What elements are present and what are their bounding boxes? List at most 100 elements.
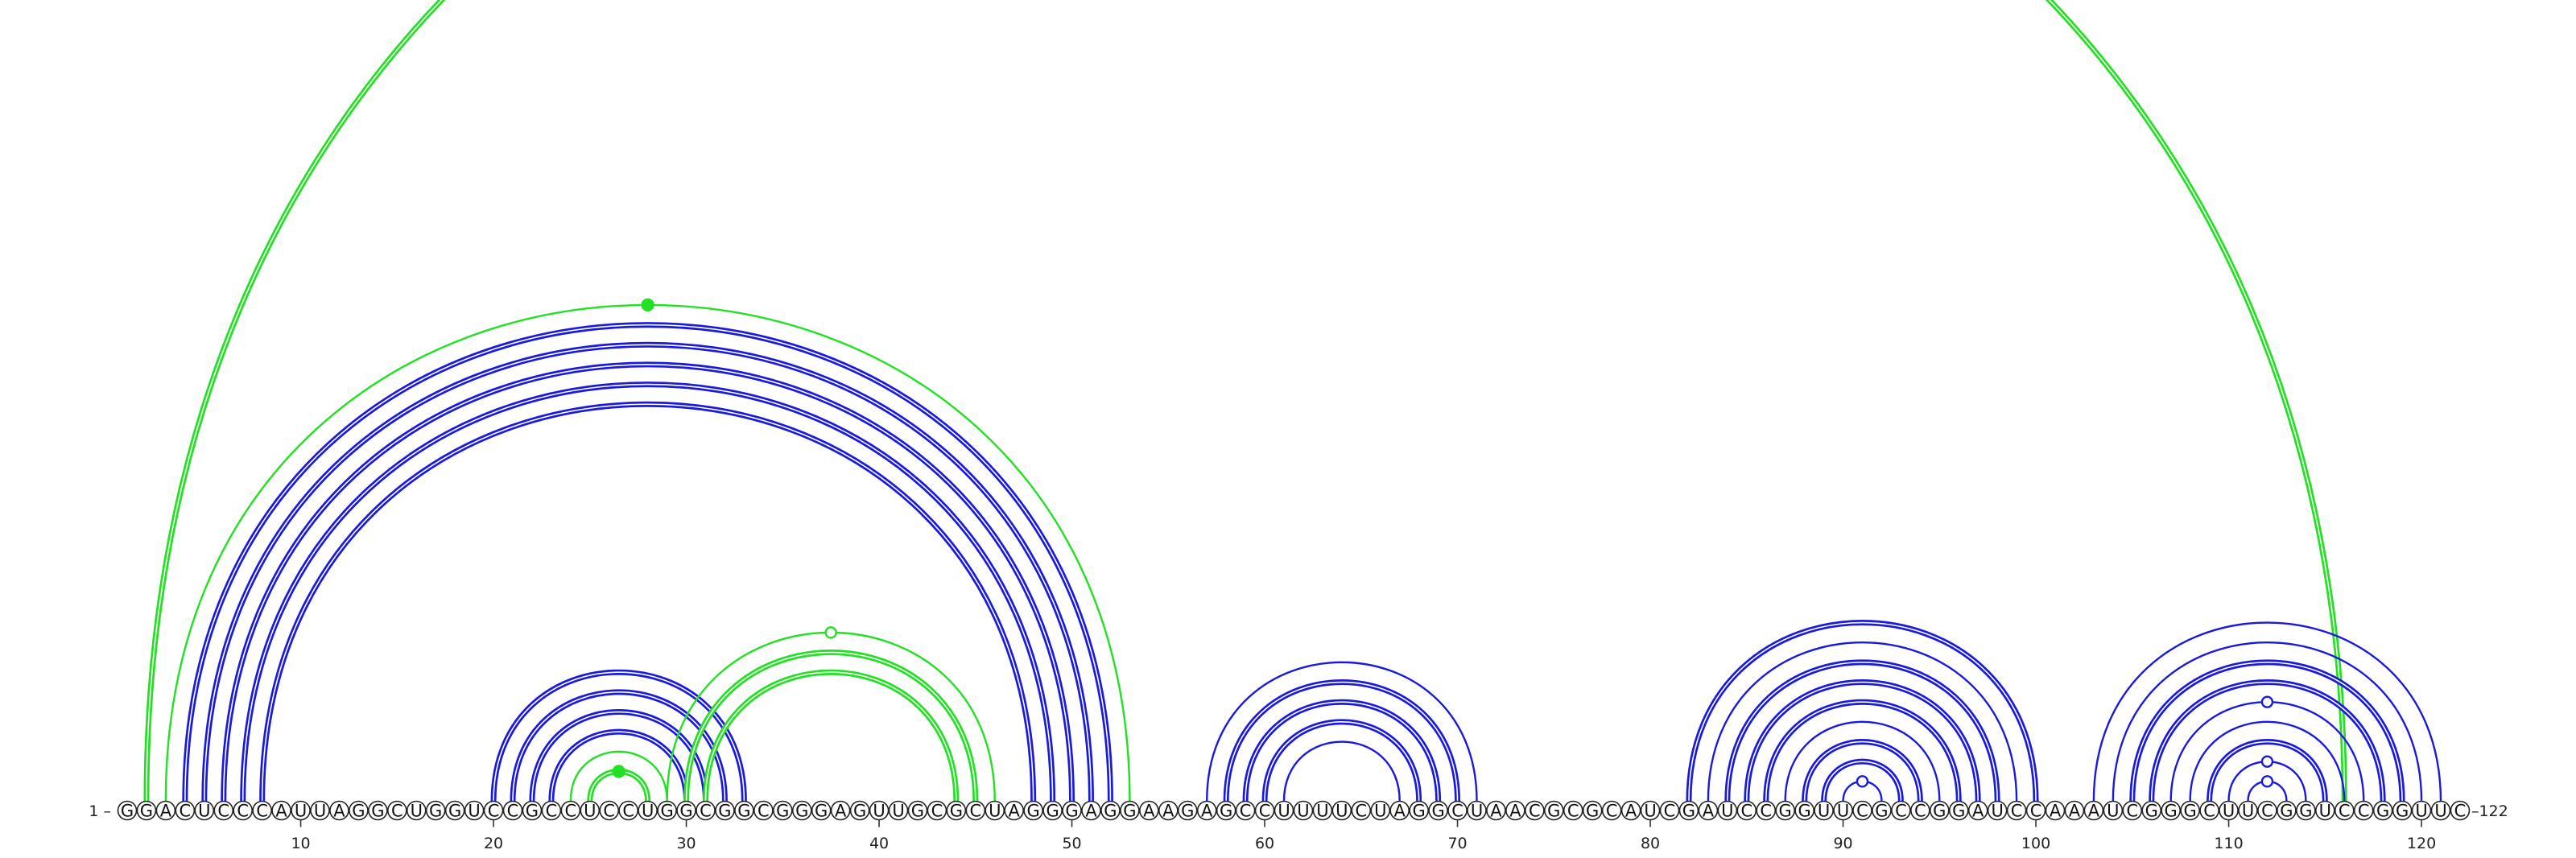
nucleotide: G <box>1948 800 1969 821</box>
nucleotide-letter: G <box>371 802 384 821</box>
nucleotide-circle <box>252 800 272 821</box>
nucleotide: A <box>830 800 851 821</box>
base-pair-arc-gap <box>1765 701 1960 802</box>
nucleotide: C <box>1525 800 1545 821</box>
nucleotide: U <box>1274 800 1294 821</box>
base-pair-arc-gap <box>2132 662 2403 802</box>
nucleotide-circle <box>213 800 234 821</box>
base-pair-arc <box>2189 720 2346 802</box>
nucleotide-letter: G <box>121 802 134 821</box>
nucleotide: A <box>329 800 349 821</box>
open-marker-icon <box>2260 755 2274 768</box>
tick-label: 30 <box>676 835 696 852</box>
nucleotide: U <box>1833 800 1853 821</box>
nucleotide-circle <box>2372 800 2393 821</box>
nucleotide-letter: C <box>603 802 615 821</box>
nucleotide: G <box>791 800 812 821</box>
nucleotide-letter: A <box>2050 802 2062 821</box>
base-pair-arc-gap <box>1225 681 1459 802</box>
base-pair-arc <box>1784 720 1941 802</box>
base-pair-arc <box>2112 641 2423 802</box>
nucleotide-letter: G <box>1046 802 1059 821</box>
nucleotide: A <box>1196 800 1217 821</box>
tick-label: 40 <box>869 835 889 852</box>
nucleotide-letter: C <box>1914 802 1926 821</box>
nucleotide: G <box>2392 800 2413 821</box>
nucleotide-letter: C <box>1240 802 1252 821</box>
base-pair-arc-gap <box>551 731 687 802</box>
nucleotide-letter: C <box>1606 802 1618 821</box>
nucleotide-letter: A <box>835 802 847 821</box>
nucleotide-letter: G <box>352 802 365 821</box>
nucleotide-circle <box>2257 800 2277 821</box>
base-pair-arc-gap <box>1688 621 2037 802</box>
base-pair-arc-gap <box>1264 721 1420 802</box>
base-pair-arc-gap <box>261 403 1034 802</box>
nucleotide-letter: C <box>507 802 519 821</box>
nucleotide-letter: G <box>1779 802 1792 821</box>
nucleotide: C <box>2257 800 2277 821</box>
nucleotide-letter: G <box>950 802 963 821</box>
nucleotide-circle <box>425 800 446 821</box>
nucleotide-circle <box>1620 800 1641 821</box>
nucleotide-circle <box>2353 800 2374 821</box>
nucleotide-circle <box>136 800 157 821</box>
nucleotide-letter: U <box>1471 802 1483 821</box>
nucleotide: G <box>136 800 157 821</box>
nucleotide: G <box>1794 800 1814 821</box>
nucleotide-circle <box>1042 800 1063 821</box>
nucleotide-letter: C <box>2358 802 2370 821</box>
nucleotide-circle <box>2430 800 2451 821</box>
nucleotide-circle <box>155 800 176 821</box>
arc-markers-layer <box>612 298 2274 788</box>
base-pair-arc-gap <box>1727 662 1998 802</box>
nucleotide-letter: G <box>448 802 461 821</box>
nucleotide: G <box>1177 800 1198 821</box>
nucleotide-letter: G <box>140 802 153 821</box>
nucleotide: G <box>1120 800 1140 821</box>
nucleotide-letter: U <box>1335 802 1348 821</box>
nucleotide-circle <box>1544 800 1564 821</box>
nucleotide-letter: G <box>1875 802 1888 821</box>
nucleotide-circle <box>1216 800 1236 821</box>
open-marker-icon <box>2260 775 2274 788</box>
nucleotide: C <box>1351 800 1372 821</box>
nucleotide: C <box>233 800 254 821</box>
nucleotide-circle <box>310 800 330 821</box>
nucleotide-circle <box>1409 800 1429 821</box>
base-pair-arc-gap <box>222 364 1073 802</box>
nucleotide-letter: G <box>526 802 539 821</box>
nucleotide: A <box>2045 800 2066 821</box>
nucleotide-letter: U <box>2107 802 2119 821</box>
nucleotide-circle <box>2122 800 2143 821</box>
nucleotide: C <box>175 800 196 821</box>
nucleotide-letter: G <box>1104 802 1117 821</box>
nucleotide-letter: C <box>565 802 577 821</box>
nucleotide-circle <box>2006 800 2027 821</box>
nucleotide-letter: A <box>1085 802 1097 821</box>
nucleotide: C <box>1852 800 1872 821</box>
nucleotide-circle <box>2315 800 2335 821</box>
nucleotide: C <box>2025 800 2046 821</box>
nucleotide-circle <box>368 800 388 821</box>
tick-label: 100 <box>2021 835 2050 852</box>
base-pair-arc <box>569 750 668 802</box>
nucleotide-letter: A <box>1972 802 1984 821</box>
nucleotide: G <box>2161 800 2181 821</box>
open-marker-icon <box>824 626 837 639</box>
nucleotide: U <box>1370 800 1391 821</box>
nucleotide: U <box>291 800 311 821</box>
nucleotide-circle <box>502 800 523 821</box>
nucleotide: U <box>2238 800 2258 821</box>
nucleotide-letter: C <box>217 802 229 821</box>
base-pair-arc <box>1707 641 2018 802</box>
nucleotide: G <box>444 800 465 821</box>
nucleotide-letter: U <box>1644 802 1656 821</box>
nucleotide-letter: C <box>1895 802 1907 821</box>
nucleotide: G <box>1409 800 1429 821</box>
base-pair-arc-gap <box>531 711 707 802</box>
nucleotide: G <box>2277 800 2297 821</box>
nucleotide-circle <box>1312 800 1333 821</box>
nucleotide-circle <box>1505 800 1525 821</box>
nucleotide-circle <box>791 800 812 821</box>
